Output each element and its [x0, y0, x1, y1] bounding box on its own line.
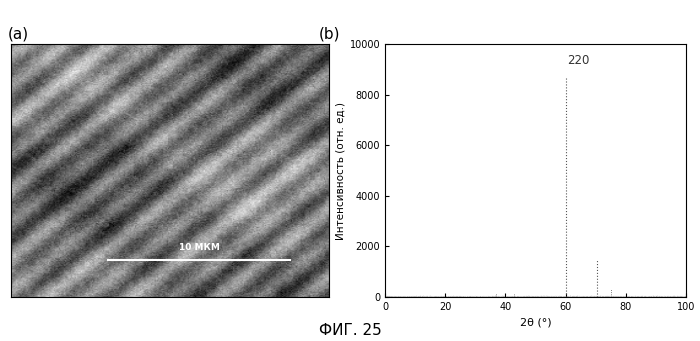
Text: 220: 220: [567, 54, 589, 67]
Text: ФИГ. 25: ФИГ. 25: [318, 323, 382, 338]
Text: (b): (b): [318, 27, 340, 42]
Y-axis label: Интенсивность (отн. ед.): Интенсивность (отн. ед.): [335, 102, 345, 239]
Text: 10 МКМ: 10 МКМ: [178, 242, 220, 252]
Text: (a): (a): [7, 27, 29, 42]
X-axis label: 2θ (°): 2θ (°): [519, 317, 552, 327]
